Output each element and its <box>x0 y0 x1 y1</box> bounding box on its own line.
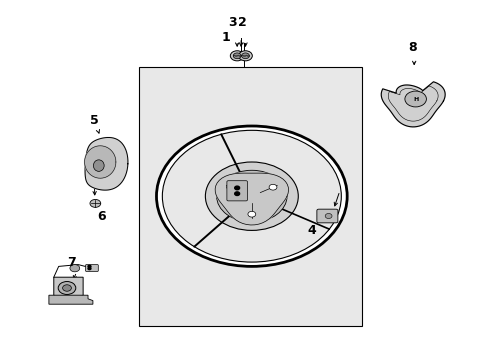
Circle shape <box>88 267 91 270</box>
Circle shape <box>70 265 80 272</box>
Circle shape <box>404 91 426 107</box>
FancyBboxPatch shape <box>226 181 247 201</box>
Circle shape <box>238 51 252 61</box>
Text: 4: 4 <box>307 224 316 237</box>
Polygon shape <box>85 138 128 190</box>
Text: 6: 6 <box>97 210 106 223</box>
Text: 8: 8 <box>407 41 416 54</box>
Circle shape <box>247 211 255 217</box>
Polygon shape <box>381 82 444 127</box>
Circle shape <box>58 282 76 294</box>
FancyBboxPatch shape <box>85 265 98 271</box>
Bar <box>139 67 361 326</box>
Text: 7: 7 <box>67 256 76 269</box>
Circle shape <box>216 170 286 222</box>
Circle shape <box>230 51 244 61</box>
Circle shape <box>90 199 101 207</box>
Circle shape <box>62 285 71 291</box>
Circle shape <box>241 53 249 59</box>
Circle shape <box>325 213 331 219</box>
Circle shape <box>268 184 276 190</box>
Ellipse shape <box>93 160 104 171</box>
Circle shape <box>233 53 241 59</box>
Text: 2: 2 <box>238 16 246 29</box>
Circle shape <box>205 162 298 230</box>
Polygon shape <box>84 146 116 178</box>
Text: 3: 3 <box>228 16 237 29</box>
Text: 5: 5 <box>90 114 99 127</box>
Circle shape <box>162 130 341 262</box>
Polygon shape <box>49 295 93 304</box>
Circle shape <box>234 192 239 195</box>
Circle shape <box>156 126 346 266</box>
Circle shape <box>88 265 91 267</box>
Polygon shape <box>215 173 288 225</box>
FancyBboxPatch shape <box>316 209 337 223</box>
Polygon shape <box>54 277 83 301</box>
Text: H: H <box>412 96 417 102</box>
Circle shape <box>226 184 234 190</box>
Text: 1: 1 <box>221 31 230 44</box>
Circle shape <box>234 186 239 190</box>
